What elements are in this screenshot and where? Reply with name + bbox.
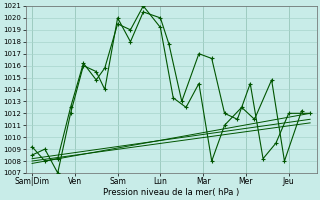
X-axis label: Pression niveau de la mer( hPa ): Pression niveau de la mer( hPa )	[103, 188, 239, 197]
